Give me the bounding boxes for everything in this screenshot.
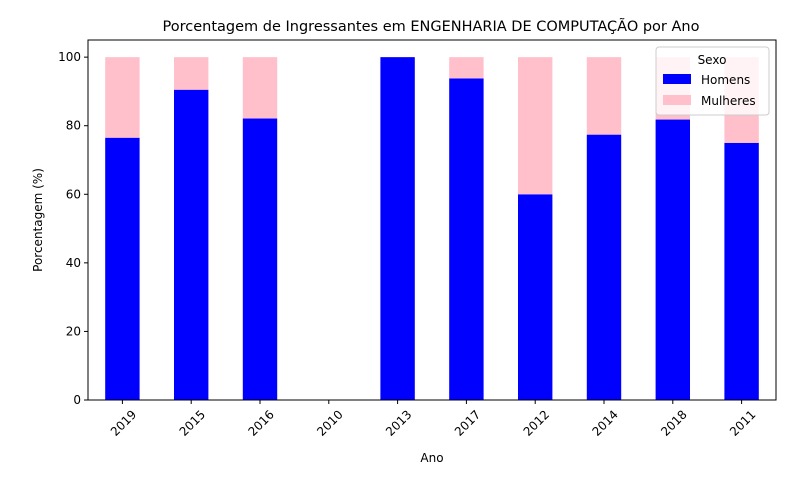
- y-tick-label: 100: [58, 50, 81, 64]
- bar-mulheres-2016: [242, 57, 278, 119]
- x-tick-label: 2015: [177, 407, 208, 438]
- plot-frame: [87, 39, 777, 401]
- x-axis-label: Ano: [420, 451, 443, 465]
- x-tick-label: 2013: [383, 407, 414, 438]
- x-tick-label: 2014: [589, 407, 620, 438]
- x-tick-label: 2010: [314, 407, 345, 438]
- x-axis: 2019 2015 2016 2010 2013 2017 2012 2014 2018 2011: [108, 400, 759, 439]
- legend: Sexo Homens Mulheres: [655, 46, 770, 116]
- y-tick-label: 80: [66, 119, 81, 133]
- bar-homens-2014: [586, 134, 622, 400]
- legend-swatch-homens: [663, 74, 691, 84]
- bar-homens-2016: [242, 118, 278, 400]
- legend-title: Sexo: [698, 53, 727, 67]
- legend-swatch-mulheres: [663, 95, 691, 105]
- y-tick-label: 0: [73, 393, 81, 407]
- x-tick-label: 2012: [521, 407, 552, 438]
- bar-homens-2013: [380, 57, 415, 401]
- bar-homens-2012: [518, 194, 553, 400]
- bar-mulheres-2014: [586, 57, 622, 135]
- bar-mulheres-2015: [174, 57, 209, 90]
- bar-mulheres-2012: [518, 57, 553, 195]
- y-tick-label: 60: [66, 187, 81, 201]
- y-tick-label: 40: [66, 256, 81, 270]
- y-tick-label: 20: [66, 324, 81, 338]
- chart-title: Porcentagem de Ingressantes em ENGENHARI…: [163, 18, 700, 35]
- legend-label-homens: Homens: [701, 73, 750, 87]
- legend-label-mulheres: Mulheres: [701, 94, 756, 108]
- x-tick-label: 2016: [245, 407, 276, 438]
- x-tick-label: 2017: [452, 407, 483, 438]
- bar-homens-2019: [105, 137, 140, 400]
- bar-mulheres-2017: [449, 57, 484, 79]
- bars-group: [105, 57, 759, 401]
- bar-homens-2011: [724, 142, 759, 400]
- bar-homens-2017: [449, 78, 484, 401]
- y-axis-label: Porcentagem (%): [31, 168, 45, 272]
- x-tick-label: 2011: [727, 407, 758, 438]
- x-tick-label: 2018: [658, 407, 689, 438]
- y-axis: 0 20 40 60 80 100: [58, 50, 88, 407]
- x-tick-label: 2019: [108, 407, 139, 438]
- bar-homens-2015: [174, 89, 209, 400]
- bar-homens-2018: [655, 119, 690, 401]
- bar-mulheres-2019: [105, 57, 140, 138]
